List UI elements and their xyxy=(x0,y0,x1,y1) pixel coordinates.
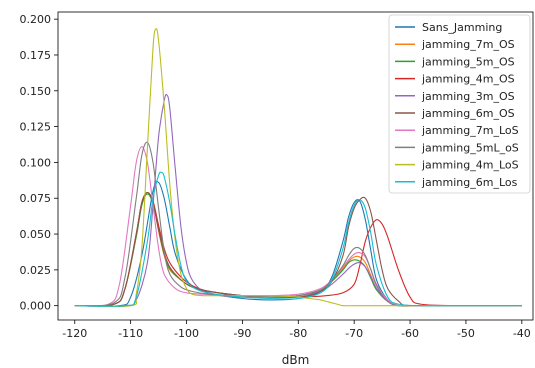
y-axis: 0.000 0.025 0.050 0.075 0.100 0.125 0.150 0.175… xyxy=(20,13,58,313)
x-tick-label: -80 xyxy=(289,327,307,340)
legend-label: jamming_4m_LoS xyxy=(421,159,519,172)
x-tick-label: -40 xyxy=(513,327,531,340)
x-tick-label: -120 xyxy=(62,327,87,340)
x-tick-label: -110 xyxy=(118,327,143,340)
series-line-jamming_6m_Los xyxy=(74,171,522,307)
legend-label: Sans_Jamming xyxy=(422,21,502,34)
legend-label: jamming_6m_OS xyxy=(421,107,515,120)
plot-frame xyxy=(57,11,534,321)
series-line-jamming_3m_OS xyxy=(74,93,522,307)
y-tick-label: 0.050 xyxy=(20,228,52,241)
x-axis: -120 -110 -100 -90 -80 -70 -60 -50 -40 xyxy=(62,320,531,340)
y-tick-label: 0.000 xyxy=(20,300,52,313)
y-tick-label: 0.075 xyxy=(20,192,52,205)
y-tick-label: 0.200 xyxy=(20,13,52,26)
legend-label: jamming_5mL_oS xyxy=(421,141,519,154)
y-tick-label: 0.025 xyxy=(20,264,52,277)
x-tick-label: -50 xyxy=(457,327,475,340)
y-tick-label: 0.175 xyxy=(20,49,52,62)
series-line-jamming_7m_LoS xyxy=(74,146,522,307)
series-line-jamming_4m_LoS xyxy=(74,28,522,308)
y-tick-label: 0.100 xyxy=(20,156,52,169)
legend-label: jamming_6m_Los xyxy=(421,176,518,189)
x-tick-label: -70 xyxy=(345,327,363,340)
legend: Sans_Jamming jamming_7m_OS jamming_5m_OSja… xyxy=(388,14,531,194)
y-tick-label: 0.150 xyxy=(20,85,52,98)
x-tick-label: -60 xyxy=(401,327,419,340)
legend-label: jamming_4m_OS xyxy=(421,73,515,86)
series-layer xyxy=(74,28,522,308)
legend-label: jamming_7m_OS xyxy=(421,38,515,51)
x-tick-label: -90 xyxy=(233,327,251,340)
legend-label: jamming_5m_OS xyxy=(421,55,515,68)
legend-label: jamming_3m_OS xyxy=(421,90,515,103)
legend-label: jamming_7m_LoS xyxy=(421,124,519,137)
legend-box xyxy=(388,14,531,194)
series-line-jamming_5mL_oS xyxy=(74,141,522,307)
x-axis-title: dBm xyxy=(282,353,310,367)
y-tick-label: 0.125 xyxy=(20,121,52,134)
x-tick-label: -100 xyxy=(174,327,199,340)
